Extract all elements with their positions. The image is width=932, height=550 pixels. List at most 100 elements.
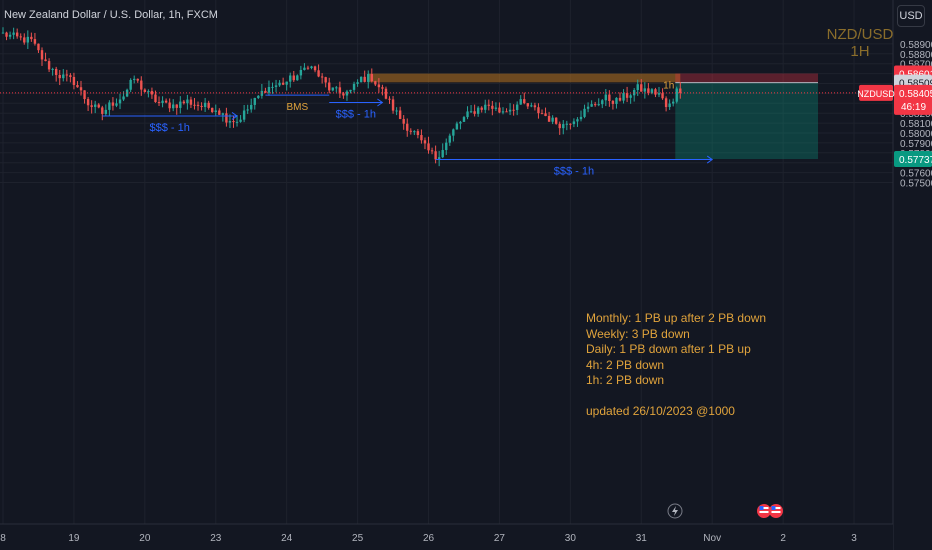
candle-body [90, 105, 93, 107]
candle-body [54, 68, 58, 75]
candle-body [448, 135, 451, 143]
candle-body [505, 111, 508, 113]
candle-body [172, 104, 175, 109]
candle-body [108, 102, 111, 110]
candle-body [154, 94, 157, 103]
note-daily: Daily: 1 PB down after 1 PB up [586, 342, 751, 356]
candle-body [381, 87, 384, 89]
candle-body [413, 131, 416, 133]
candle-body [590, 104, 593, 107]
candle-body [569, 123, 572, 125]
time-tick-label: Nov [703, 533, 721, 544]
candle-body [125, 89, 129, 97]
us-flag-event-icon [769, 504, 783, 518]
us-flag-event-icon [757, 504, 771, 518]
candle-body [647, 88, 650, 94]
candle-body [597, 104, 600, 106]
candle-body [51, 68, 54, 70]
candle-body [593, 104, 597, 106]
flag-canton [759, 506, 764, 510]
candle-body [604, 94, 608, 101]
candle-body [264, 90, 267, 93]
candle-body [533, 105, 537, 108]
flag-stripe [771, 511, 781, 513]
candle-body [335, 87, 338, 89]
candle-body [508, 109, 512, 112]
candle-body [579, 116, 583, 120]
watermark-timeframe: 1H [850, 43, 870, 60]
candle-body [615, 97, 618, 104]
candle-body [257, 95, 260, 98]
candle-body [565, 123, 569, 125]
arrow-head [706, 155, 714, 164]
candle-body [661, 93, 664, 99]
flag-stripe [771, 507, 781, 509]
candle-body [498, 107, 501, 113]
candle-body [62, 74, 65, 79]
candle-body [214, 110, 217, 113]
candle-body [328, 82, 331, 91]
candle-body [281, 82, 285, 85]
candle-body [157, 102, 161, 104]
candle-body [473, 111, 476, 114]
candle-body [150, 91, 154, 95]
candle-body [122, 96, 125, 100]
candle-body [86, 99, 90, 106]
candle-body [306, 67, 310, 69]
liquidity-label: $$$ - 1h [554, 166, 594, 178]
candle-body [583, 108, 586, 117]
currency-button[interactable]: USD [897, 5, 925, 27]
time-tick-label: 8 [0, 533, 6, 544]
time-tick-label: 24 [281, 533, 293, 544]
order-block-label: 1h [663, 81, 674, 92]
candle-body [629, 95, 632, 98]
time-axis-background [0, 524, 893, 550]
candle-body [370, 74, 373, 82]
time-tick-label: 23 [210, 533, 222, 544]
candle-body [271, 86, 274, 88]
candle-body [242, 110, 246, 120]
candle-body [232, 121, 235, 123]
candle-body [391, 99, 395, 111]
lightning-event-icon [667, 503, 683, 519]
candle-body [469, 111, 473, 113]
candle-body [310, 66, 313, 69]
candle-body [608, 94, 611, 102]
candle-body [200, 105, 203, 107]
time-tick-label: 27 [494, 533, 506, 544]
candle-body [664, 98, 668, 108]
candle-body [342, 93, 345, 96]
candle-body [434, 151, 437, 160]
candle-body [133, 78, 136, 80]
bms-label: BMS [286, 102, 308, 113]
note-updated: updated 26/10/2023 @1000 [586, 403, 735, 418]
arrow-head [231, 112, 238, 120]
candle-body [292, 75, 295, 81]
candle-body [19, 36, 22, 38]
analysis-notes: Monthly: 1 PB up after 2 PB down Weekly:… [586, 311, 766, 419]
candle-body [161, 100, 164, 103]
candle-body [363, 76, 366, 82]
candle-body [356, 82, 359, 84]
candle-body [402, 118, 405, 124]
candle-body [168, 102, 171, 109]
candle-body [47, 61, 51, 70]
chart-title: New Zealand Dollar / U.S. Dollar, 1h, FX… [4, 9, 218, 21]
candle-body [118, 99, 122, 104]
candle-body [317, 70, 320, 77]
time-tick-label: 31 [636, 533, 648, 544]
note-1h: 1h: 2 PB down [586, 373, 665, 387]
candle-body [459, 121, 462, 124]
candle-body [101, 107, 104, 114]
candle-body [235, 121, 239, 123]
candle-body [388, 98, 391, 100]
candle-body [367, 74, 370, 82]
candle-body [562, 124, 565, 129]
candle-body [441, 150, 444, 158]
note-weekly: Weekly: 3 PB down [586, 326, 690, 341]
